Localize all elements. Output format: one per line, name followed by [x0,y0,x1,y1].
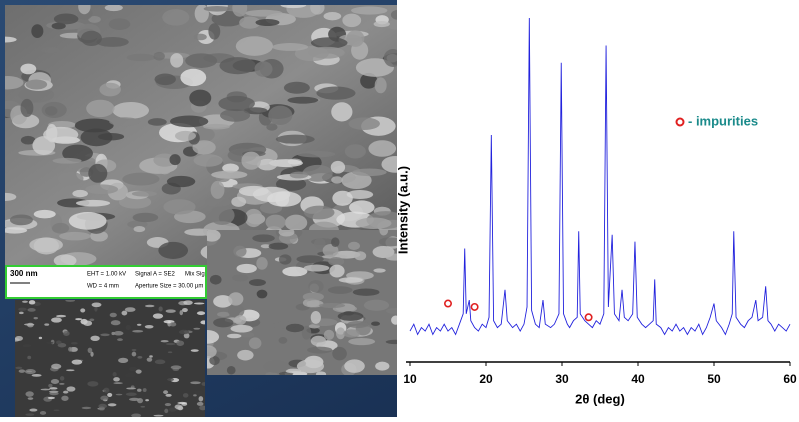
sem-image [195,225,405,377]
slide: 300 nm EHT = 1.00 kV Signal A = SE2 Mix … [0,0,799,417]
legend-label: - impurities [688,113,758,128]
x-tick-label: 40 [631,372,645,386]
x-tick-label: 10 [403,372,417,386]
x-tick-label: 50 [707,372,721,386]
info: WD = 4 mm [87,284,119,290]
x-axis-label: 2θ (deg) [575,391,625,406]
y-axis-label: Intensity (a.u.) [395,166,410,254]
info: EHT = 1.00 kV [87,272,126,278]
info: Aperture Size = 30.00 µm [135,284,203,290]
scale-bar-label: 300 nm [10,269,38,278]
info: Mix Sig [185,272,205,278]
x-tick-label: 30 [555,372,569,386]
sem-image [11,299,208,417]
info: Signal A = SE2 [135,272,176,278]
x-tick-label: 20 [479,372,493,386]
chart-area [397,0,799,417]
x-tick-label: 60 [783,372,797,386]
